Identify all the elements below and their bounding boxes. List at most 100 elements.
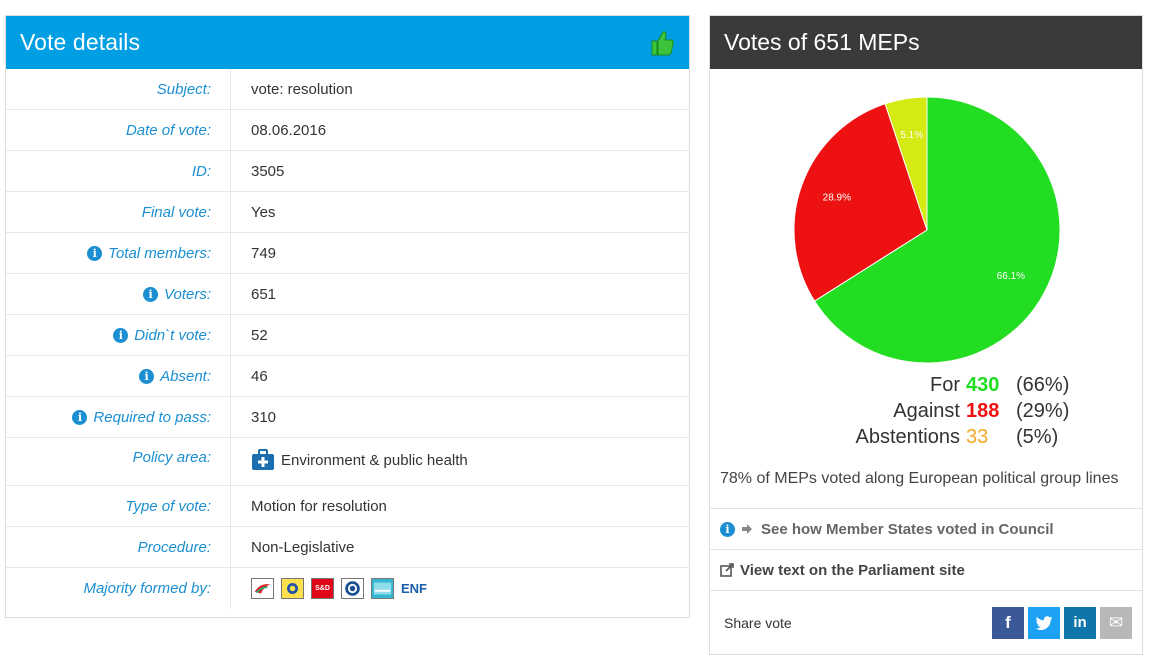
column-divider (230, 69, 231, 609)
vote-details-table: Subject: vote: resolution Date of vote: … (6, 69, 689, 609)
pie-slice-label: 28.9% (823, 192, 851, 203)
pie-slice[interactable] (813, 96, 1061, 364)
id-label: ID: (191, 162, 211, 180)
pie-slice[interactable] (793, 103, 928, 302)
parliament-text-link[interactable]: View text on the Parliament site (710, 549, 1142, 590)
parliament-text-link-label: View text on the Parliament site (740, 561, 965, 579)
didnt-vote-value: 52 (251, 326, 268, 344)
political-group-logos: S&D ENF (251, 578, 427, 599)
voters-value: 651 (251, 285, 277, 303)
row-id: ID: 3505 (6, 151, 689, 192)
row-type-of-vote: Type of vote: Motion for resolution (6, 486, 689, 527)
against-count: 188 (966, 399, 1000, 422)
linkedin-share-button[interactable]: in (1064, 606, 1096, 639)
procedure-label: Procedure: (137, 538, 211, 556)
type-of-vote-value: Motion for resolution (251, 497, 387, 515)
sd-group-logo[interactable]: S&D (311, 578, 334, 599)
twitter-icon (1035, 615, 1053, 630)
share-vote-row: Share vote f in ✉ (710, 590, 1142, 654)
council-votes-link[interactable]: i See how Member States voted in Council (710, 508, 1142, 549)
meps-votes-title: Votes of 651 MEPs (724, 29, 920, 55)
info-icon[interactable]: i (87, 245, 103, 261)
absent-value: 46 (251, 367, 268, 385)
policy-area-label: Policy area: (132, 449, 211, 466)
for-count: 430 (966, 373, 1000, 396)
enf-group-label[interactable]: ENF (401, 581, 427, 596)
abstentions-percent: (5%) (1016, 425, 1059, 448)
majority-formed-by-label: Majority formed by: (83, 580, 211, 597)
against-label: Against (893, 399, 960, 422)
row-didnt-vote: i Didn`t vote: 52 (6, 315, 689, 356)
type-of-vote-label: Type of vote: (125, 497, 211, 515)
total-abstentions: Abstentions 33 (5%) (710, 424, 1142, 450)
subject-label: Subject: (156, 80, 211, 98)
vote-totals: For 430 (66%) Against 188 (29%) Abstenti… (710, 372, 1142, 450)
sd-group-logo-label: S&D (315, 585, 330, 592)
ecr-group-logo[interactable] (341, 578, 364, 599)
date-of-vote-value: 08.06.2016 (251, 121, 327, 139)
total-members-value: 749 (251, 244, 277, 262)
pie-slice-label: 66.1% (997, 271, 1025, 282)
vote-details-title: Vote details (20, 29, 141, 55)
total-against: Against 188 (29%) (710, 398, 1142, 424)
alde-group-logo[interactable] (281, 578, 304, 599)
for-label: For (930, 373, 960, 396)
external-link-icon (720, 563, 734, 577)
row-date-of-vote: Date of vote: 08.06.2016 (6, 110, 689, 151)
row-required-to-pass: i Required to pass: 310 (6, 397, 689, 438)
share-vote-label: Share vote (724, 614, 792, 631)
required-to-pass-value: 310 (251, 408, 277, 426)
pie-slice-label: 5.1% (900, 130, 923, 141)
info-icon[interactable]: i (113, 327, 129, 343)
email-icon: ✉ (1108, 612, 1124, 632)
row-subject: Subject: vote: resolution (6, 69, 689, 110)
greens-efa-group-logo[interactable] (371, 578, 394, 599)
total-members-label: Total members: (108, 244, 211, 262)
for-percent: (66%) (1016, 373, 1070, 396)
pie-slice[interactable] (884, 96, 928, 231)
date-of-vote-label: Date of vote: (125, 121, 211, 139)
group-lines-summary: 78% of MEPs voted along European politic… (720, 470, 1119, 487)
row-procedure: Procedure: Non-Legislative (6, 527, 689, 568)
absent-label: Absent: (160, 367, 211, 385)
info-icon[interactable]: i (72, 409, 88, 425)
didnt-vote-label: Didn`t vote: (134, 326, 211, 344)
facebook-share-button[interactable]: f (992, 606, 1024, 639)
row-absent: i Absent: 46 (6, 356, 689, 397)
thumbs-up-icon (651, 30, 674, 55)
facebook-icon: f (1005, 612, 1011, 632)
info-icon: i (720, 521, 735, 537)
linkedin-icon: in (1073, 614, 1087, 631)
row-total-members: i Total members: 749 (6, 233, 689, 274)
abstentions-count: 33 (966, 425, 989, 448)
email-share-button[interactable]: ✉ (1100, 606, 1132, 639)
vote-pie-chart: 66.1% 28.9% 5.1% (793, 96, 1061, 364)
council-votes-link-text: See how Member States voted in Council (761, 520, 1054, 538)
meps-votes-panel: Votes of 651 MEPs 66.1% 28.9% 5.1% For 430… (709, 15, 1143, 655)
info-icon[interactable]: i (143, 286, 159, 302)
sign-in-icon (742, 524, 752, 534)
info-icon[interactable]: i (139, 368, 155, 384)
vote-details-panel: Vote details Subject: vote: resolution D… (5, 15, 690, 618)
vote-details-header: Vote details (6, 16, 689, 69)
subject-value: vote: resolution (251, 80, 353, 98)
total-for: For 430 (66%) (710, 372, 1142, 398)
share-buttons: f in ✉ (992, 606, 1132, 639)
procedure-value: Non-Legislative (251, 538, 355, 556)
epp-group-logo[interactable] (251, 578, 274, 599)
medical-kit-icon (252, 449, 274, 470)
abstentions-label: Abstentions (855, 425, 960, 448)
required-to-pass-label: Required to pass: (93, 408, 211, 426)
row-voters: i Voters: 651 (6, 274, 689, 315)
twitter-share-button[interactable] (1028, 606, 1060, 639)
voters-label: Voters: (164, 285, 211, 303)
meps-votes-header: Votes of 651 MEPs (710, 16, 1142, 69)
against-percent: (29%) (1016, 399, 1070, 422)
final-vote-label: Final vote: (141, 203, 211, 221)
final-vote-value: Yes (251, 203, 276, 221)
policy-area-value[interactable]: Environment & public health (281, 451, 468, 469)
row-majority-formed-by: Majority formed by: S&D (6, 568, 689, 609)
id-value: 3505 (251, 162, 285, 180)
row-final-vote: Final vote: Yes (6, 192, 689, 233)
row-policy-area: Policy area: Environment & public health (6, 438, 689, 486)
